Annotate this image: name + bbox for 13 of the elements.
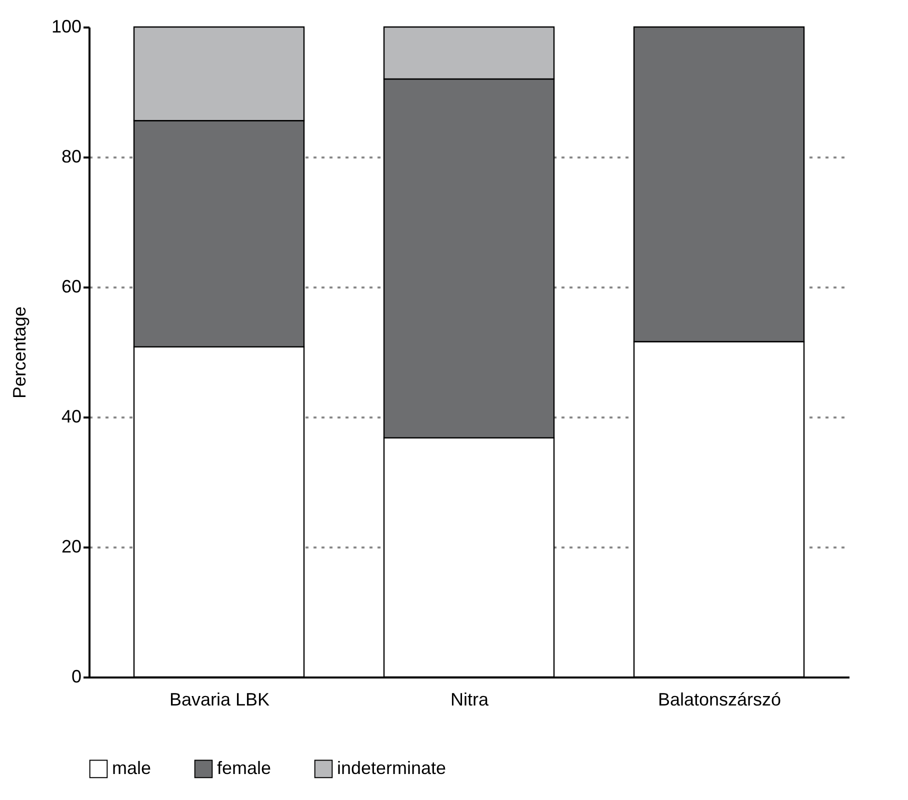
y-tick-label: 80 — [61, 146, 82, 166]
legend-label: indeterminate — [337, 758, 446, 778]
legend-label: male — [112, 758, 152, 778]
y-tick-label: 0 — [71, 666, 82, 686]
x-tick-label: Nitra — [450, 690, 490, 710]
y-tick-label: 40 — [61, 406, 82, 426]
y-axis-title: Percentage — [9, 306, 30, 399]
y-tick-label: 100 — [51, 16, 82, 36]
x-tick-label: Balatonszárszó — [658, 690, 782, 710]
x-tick-label: Bavaria LBK — [169, 690, 270, 710]
y-tick-label: 20 — [61, 536, 82, 556]
legend-label: female — [217, 758, 272, 778]
y-tick-label: 60 — [61, 276, 82, 296]
